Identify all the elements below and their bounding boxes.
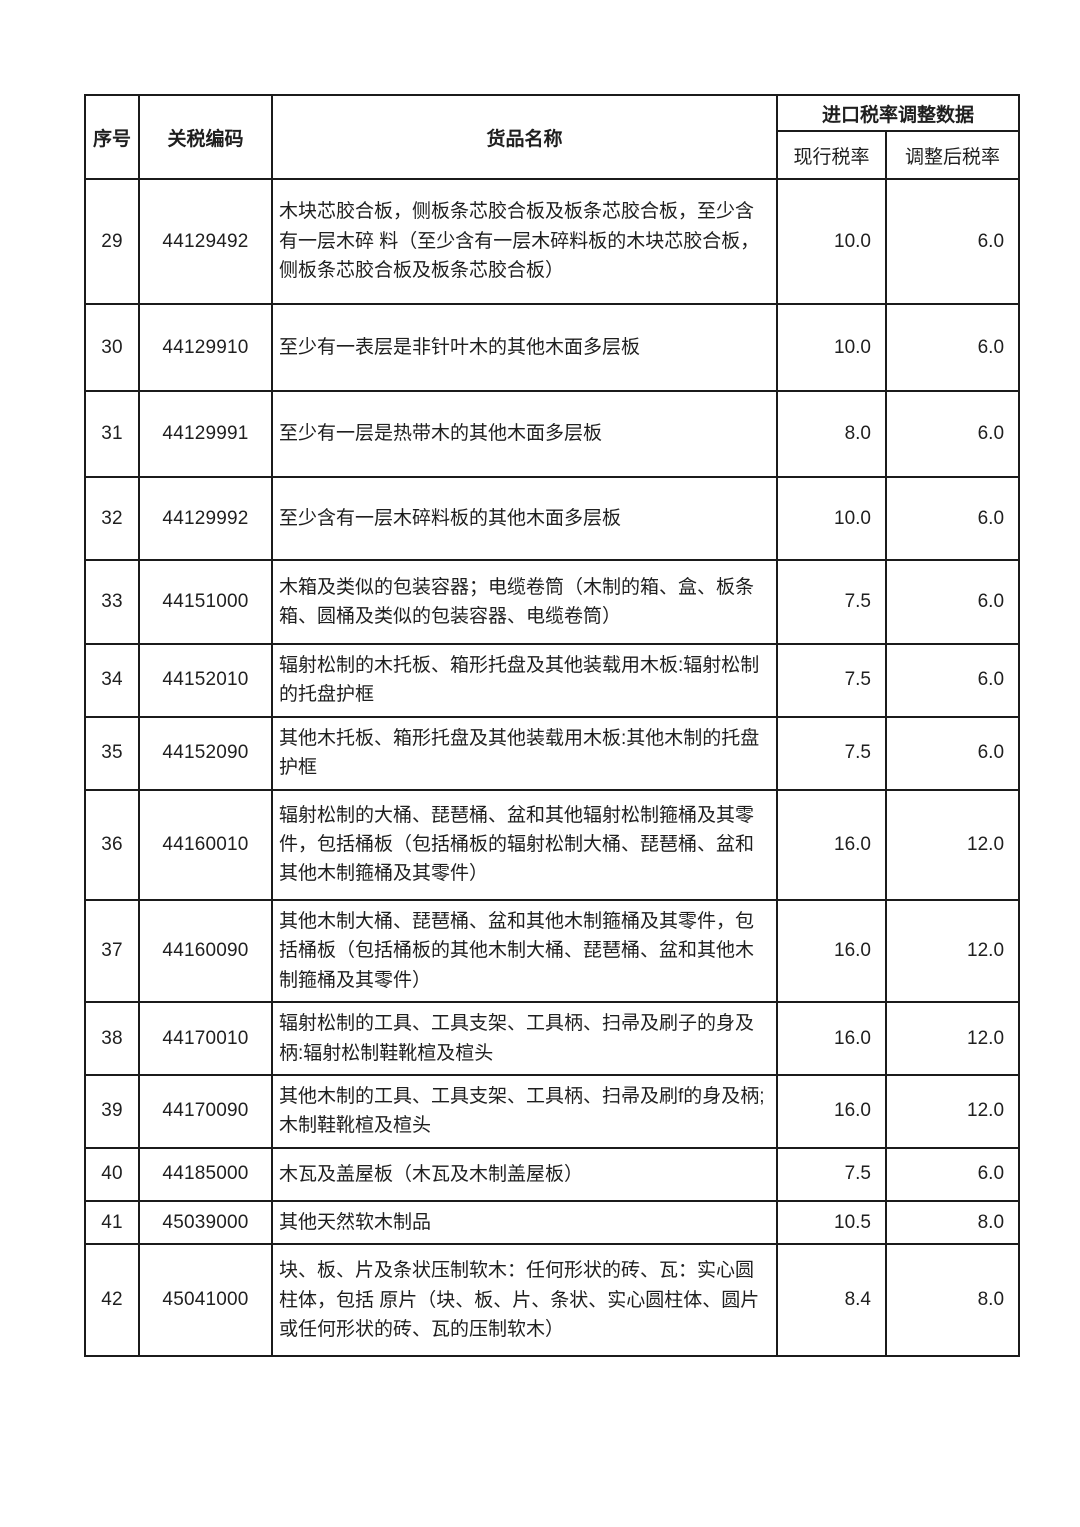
cell-current-rate: 10.5 (776, 1199, 887, 1246)
table-row: 34 44152010 辐射松制的木托板、箱形托盘及其他装载用木板:辐射松制的托… (84, 643, 1021, 718)
cell-adjusted-rate: 6.0 (884, 476, 1021, 561)
header-index: 序号 (84, 94, 140, 180)
cell-adjusted-rate: 6.0 (884, 1146, 1021, 1202)
cell-tariff-code: 44152090 (138, 715, 273, 791)
table-row: 32 44129992 至少含有一层木碎料板的其他木面多层板 10.0 6.0 (84, 476, 1021, 561)
cell-serial-number: 31 (84, 390, 140, 478)
cell-serial-number: 40 (84, 1146, 140, 1202)
table-row: 41 45039000 其他天然软木制品 10.5 8.0 (84, 1199, 1021, 1246)
header-name: 货品名称 (271, 94, 778, 180)
cell-serial-number: 39 (84, 1073, 140, 1149)
cell-current-rate: 8.4 (776, 1243, 887, 1358)
cell-serial-number: 33 (84, 559, 140, 645)
cell-current-rate: 7.5 (776, 559, 887, 645)
table-header: 序号 关税编码 货品名称 进口税率调整数据 现行税率 调整后税率 (84, 94, 1021, 180)
cell-current-rate: 7.5 (776, 715, 887, 791)
cell-serial-number: 35 (84, 715, 140, 791)
table-row: 36 44160010 辐射松制的大桶、琵琶桶、盆和其他辐射松制箍桶及其零件，包… (84, 788, 1021, 901)
cell-product-name: 其他木制的工具、工具支架、工具柄、扫帚及刷f的身及柄;木制鞋靴楦及楦头 (271, 1073, 778, 1149)
cell-serial-number: 37 (84, 898, 140, 1004)
cell-tariff-code: 44170090 (138, 1073, 273, 1149)
header-current-rate: 现行税率 (776, 130, 887, 180)
cell-current-rate: 7.5 (776, 1146, 887, 1202)
cell-product-name: 木瓦及盖屋板（木瓦及木制盖屋板） (271, 1146, 778, 1202)
cell-adjusted-rate: 6.0 (884, 643, 1021, 718)
cell-current-rate: 16.0 (776, 1001, 887, 1076)
header-import-rate-group: 进口税率调整数据 (775, 94, 1021, 132)
table-row: 30 44129910 至少有一表层是非针叶木的其他木面多层板 10.0 6.0 (84, 303, 1021, 392)
cell-serial-number: 36 (84, 788, 140, 901)
cell-tariff-code: 44185000 (138, 1146, 273, 1202)
cell-current-rate: 10.0 (776, 303, 887, 392)
cell-product-name: 木箱及类似的包装容器；电缆卷筒（木制的箱、盒、板条箱、圆桶及类似的包装容器、电缆… (271, 559, 778, 645)
cell-product-name: 至少含有一层木碎料板的其他木面多层板 (271, 476, 778, 561)
cell-current-rate: 7.5 (776, 643, 887, 718)
cell-tariff-code: 44129492 (138, 178, 273, 305)
table-row: 37 44160090 其他木制大桶、琵琶桶、盆和其他木制箍桶及其零件，包括桶板… (84, 898, 1021, 1004)
cell-serial-number: 42 (84, 1243, 140, 1358)
cell-product-name: 其他木托板、箱形托盘及其他装载用木板:其他木制的托盘护框 (271, 715, 778, 791)
cell-tariff-code: 44152010 (138, 643, 273, 718)
header-row-group: 序号 关税编码 货品名称 进口税率调整数据 (84, 94, 1021, 180)
cell-adjusted-rate: 8.0 (884, 1199, 1021, 1246)
cell-product-name: 块、板、片及条状压制软木：任何形状的砖、瓦：实心圆柱体，包括 原片（块、板、片、… (271, 1243, 778, 1358)
cell-tariff-code: 44151000 (138, 559, 273, 645)
cell-current-rate: 16.0 (776, 1073, 887, 1149)
cell-serial-number: 38 (84, 1001, 140, 1076)
cell-tariff-code: 44160090 (138, 898, 273, 1004)
cell-product-name: 辐射松制的大桶、琵琶桶、盆和其他辐射松制箍桶及其零件，包括桶板（包括桶板的辐射松… (271, 788, 778, 901)
cell-adjusted-rate: 6.0 (884, 715, 1021, 791)
cell-tariff-code: 45041000 (138, 1243, 273, 1358)
cell-product-name: 至少有一层是热带木的其他木面多层板 (271, 390, 778, 478)
table-row: 31 44129991 至少有一层是热带木的其他木面多层板 8.0 6.0 (84, 390, 1021, 478)
cell-product-name: 辐射松制的木托板、箱形托盘及其他装载用木板:辐射松制的托盘护框 (271, 643, 778, 718)
cell-adjusted-rate: 6.0 (884, 559, 1021, 645)
cell-serial-number: 29 (84, 178, 140, 305)
cell-adjusted-rate: 6.0 (884, 303, 1021, 392)
cell-current-rate: 10.0 (776, 178, 887, 305)
table-row: 40 44185000 木瓦及盖屋板（木瓦及木制盖屋板） 7.5 6.0 (84, 1146, 1021, 1202)
cell-serial-number: 41 (84, 1199, 140, 1246)
cell-current-rate: 16.0 (776, 788, 887, 901)
cell-tariff-code: 44129992 (138, 476, 273, 561)
cell-tariff-code: 44160010 (138, 788, 273, 901)
cell-adjusted-rate: 12.0 (884, 1001, 1021, 1076)
cell-current-rate: 10.0 (776, 476, 887, 561)
cell-serial-number: 32 (84, 476, 140, 561)
cell-product-name: 辐射松制的工具、工具支架、工具柄、扫帚及刷子的身及柄:辐射松制鞋靴楦及楦头 (271, 1001, 778, 1076)
cell-product-name: 其他木制大桶、琵琶桶、盆和其他木制箍桶及其零件，包括桶板（包括桶板的其他木制大桶… (271, 898, 778, 1004)
cell-current-rate: 16.0 (776, 898, 887, 1004)
cell-product-name: 至少有一表层是非针叶木的其他木面多层板 (271, 303, 778, 392)
cell-adjusted-rate: 6.0 (884, 178, 1021, 305)
cell-adjusted-rate: 12.0 (884, 788, 1021, 901)
cell-adjusted-rate: 12.0 (884, 1073, 1021, 1149)
cell-serial-number: 30 (84, 303, 140, 392)
cell-adjusted-rate: 8.0 (884, 1243, 1021, 1358)
cell-tariff-code: 44129991 (138, 390, 273, 478)
cell-product-name: 其他天然软木制品 (271, 1199, 778, 1246)
cell-adjusted-rate: 12.0 (884, 898, 1021, 1004)
table-row: 42 45041000 块、板、片及条状压制软木：任何形状的砖、瓦：实心圆柱体，… (84, 1243, 1021, 1358)
table-row: 39 44170090 其他木制的工具、工具支架、工具柄、扫帚及刷f的身及柄;木… (84, 1073, 1021, 1149)
table-row: 29 44129492 木块芯胶合板，侧板条芯胶合板及板条芯胶合板，至少含有一层… (84, 178, 1021, 305)
header-code: 关税编码 (138, 94, 273, 180)
cell-serial-number: 34 (84, 643, 140, 718)
tariff-table: 序号 关税编码 货品名称 进口税率调整数据 现行税率 调整后税率 29 4412… (84, 94, 1021, 1358)
cell-product-name: 木块芯胶合板，侧板条芯胶合板及板条芯胶合板，至少含有一层木碎 料（至少含有一层木… (271, 178, 778, 305)
table-row: 33 44151000 木箱及类似的包装容器；电缆卷筒（木制的箱、盒、板条箱、圆… (84, 559, 1021, 645)
table-row: 38 44170010 辐射松制的工具、工具支架、工具柄、扫帚及刷子的身及柄:辐… (84, 1001, 1021, 1076)
cell-tariff-code: 44129910 (138, 303, 273, 392)
cell-current-rate: 8.0 (776, 390, 887, 478)
table-row: 35 44152090 其他木托板、箱形托盘及其他装载用木板:其他木制的托盘护框… (84, 715, 1021, 791)
header-adjusted-rate: 调整后税率 (884, 130, 1021, 180)
cell-tariff-code: 45039000 (138, 1199, 273, 1246)
cell-adjusted-rate: 6.0 (884, 390, 1021, 478)
cell-tariff-code: 44170010 (138, 1001, 273, 1076)
table-body: 29 44129492 木块芯胶合板，侧板条芯胶合板及板条芯胶合板，至少含有一层… (84, 178, 1021, 1358)
header-row-sub: 现行税率 调整后税率 (85, 130, 1021, 180)
